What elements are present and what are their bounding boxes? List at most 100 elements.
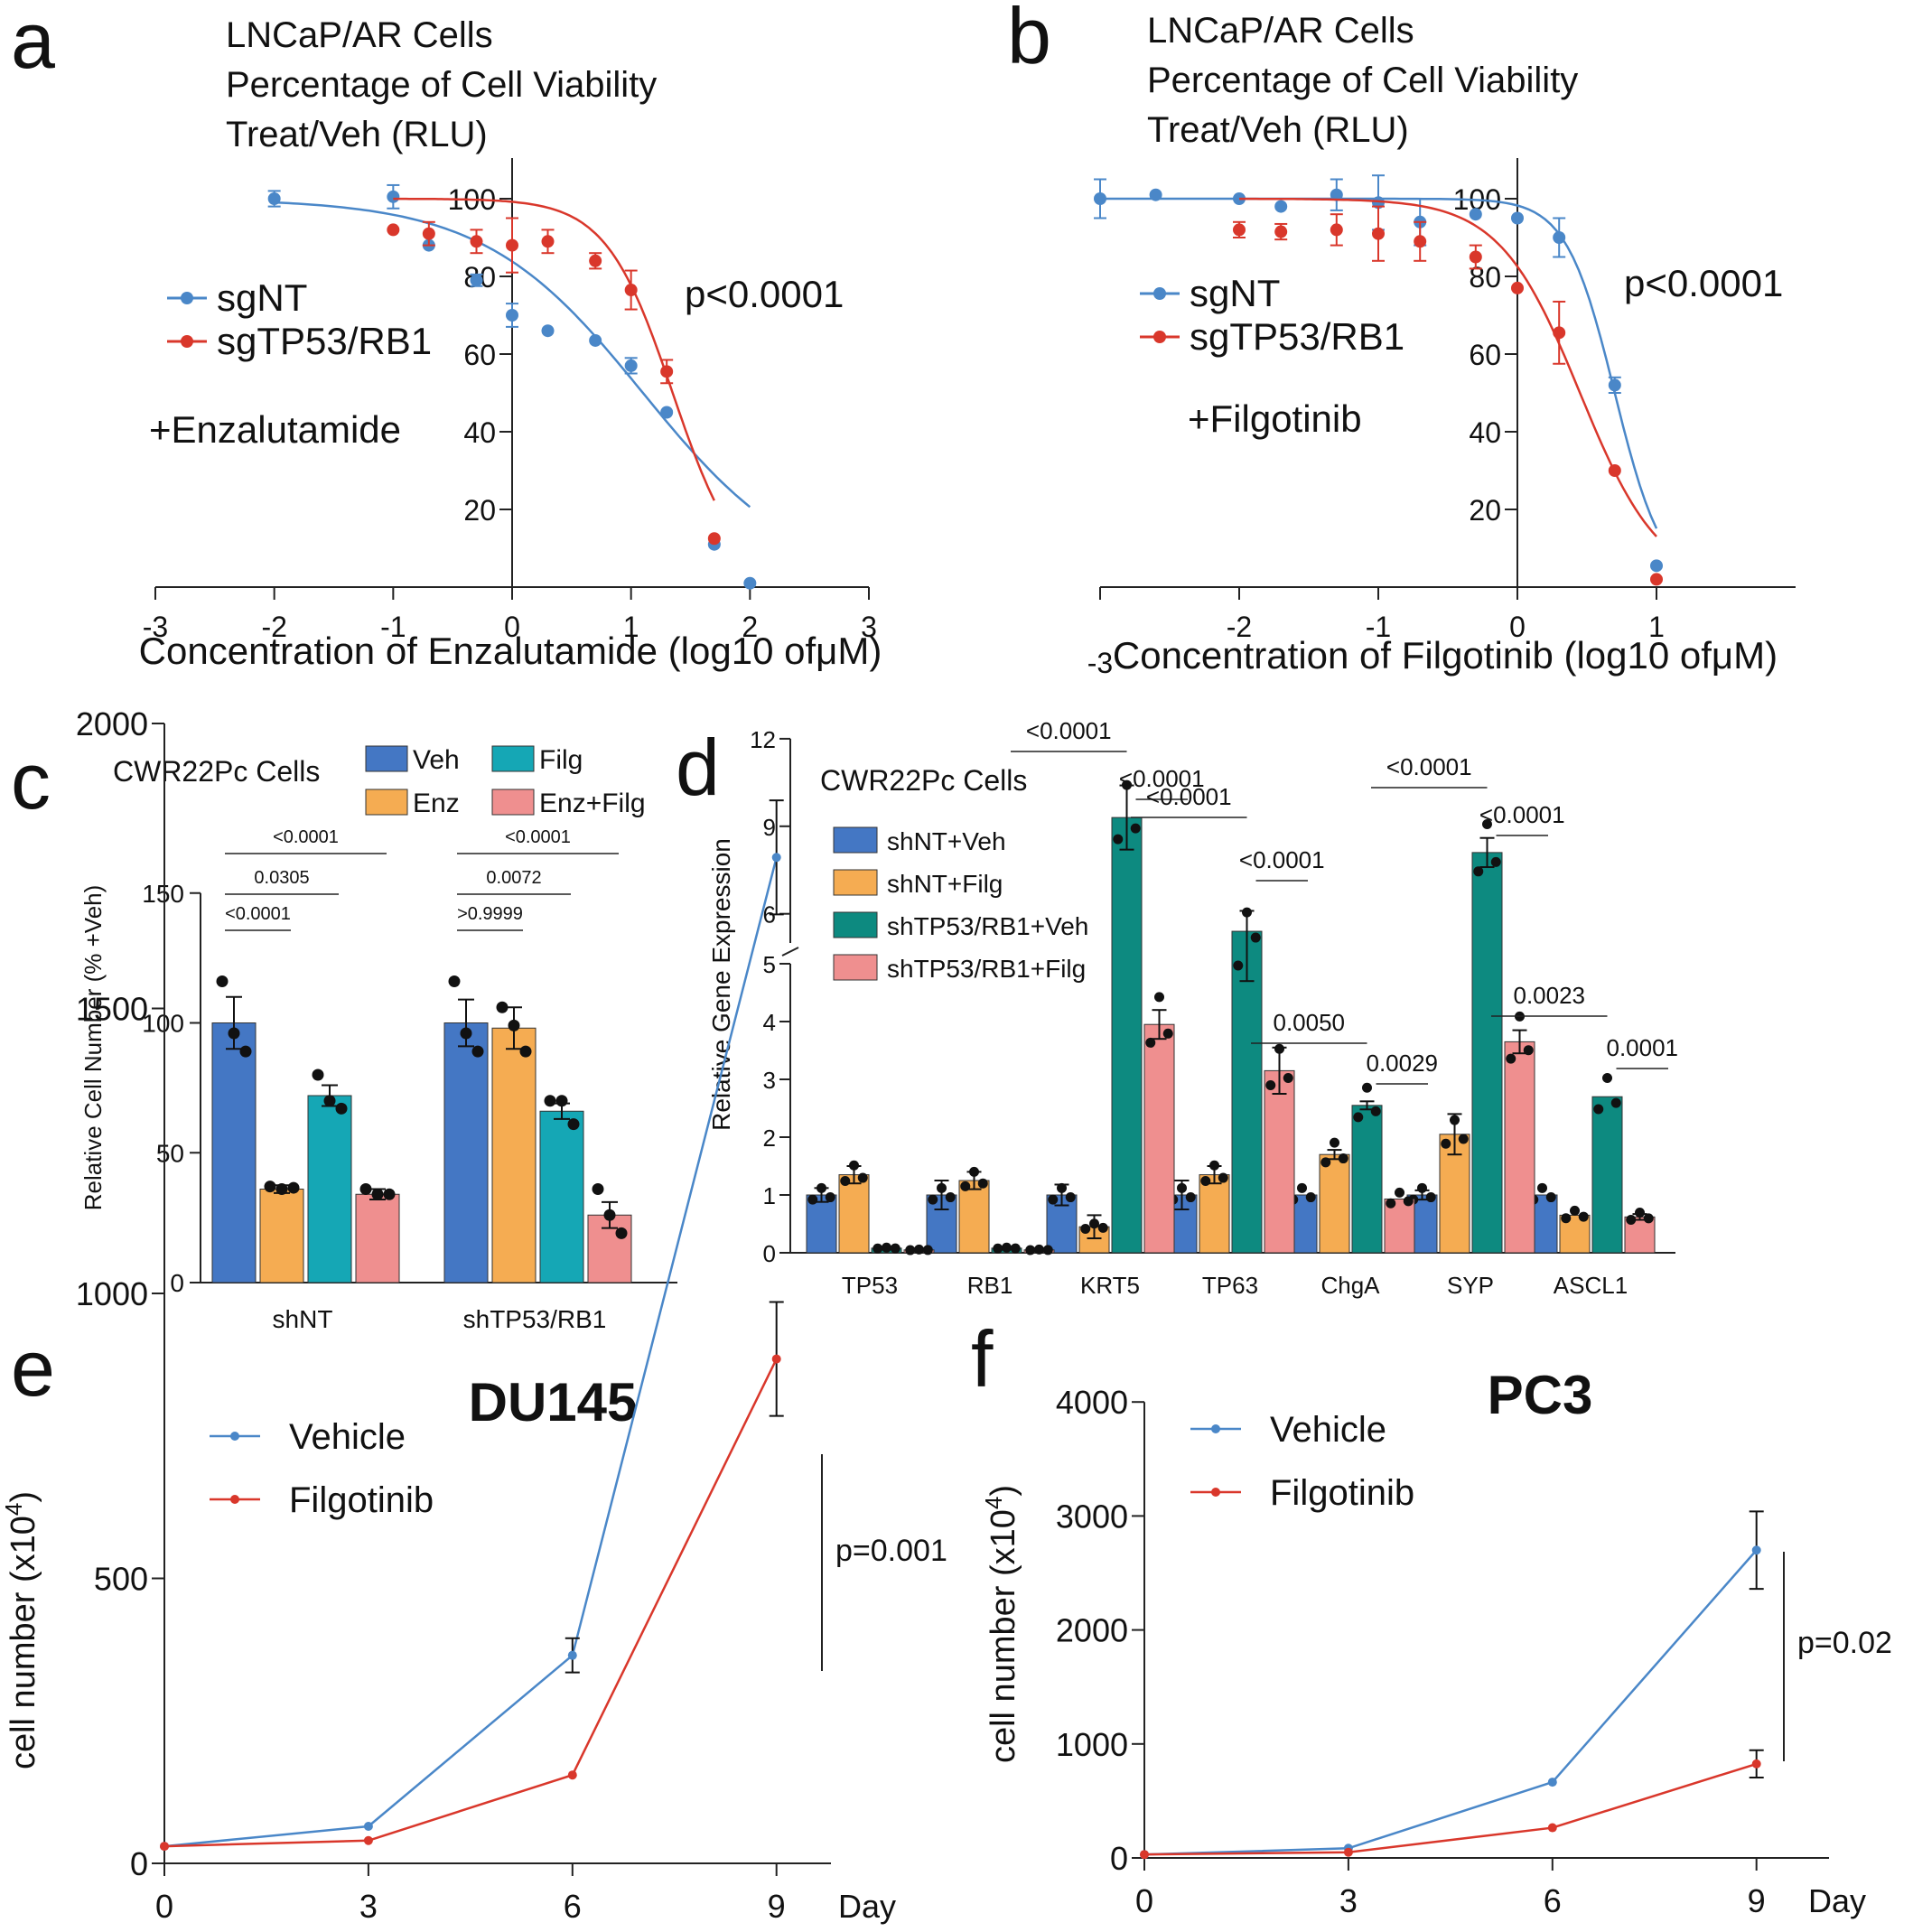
y-tick-label: 40 bbox=[463, 416, 496, 449]
data-point bbox=[1608, 464, 1621, 477]
replicate-dot bbox=[275, 1183, 288, 1195]
data-point bbox=[541, 324, 555, 338]
y-axis-label-sup: 4 bbox=[980, 1497, 1007, 1509]
data-point bbox=[387, 190, 400, 203]
comparison-pvalue: <0.0001 bbox=[1146, 783, 1232, 810]
replicate-dot bbox=[508, 1019, 520, 1031]
replicate-dot bbox=[1403, 1196, 1414, 1207]
legend-swatch bbox=[365, 745, 408, 772]
legend-label: Filgotinib bbox=[289, 1480, 434, 1520]
legend-marker bbox=[230, 1432, 239, 1441]
data-point bbox=[1343, 1847, 1353, 1857]
axis-break-mark bbox=[781, 947, 799, 957]
replicate-dot bbox=[555, 1095, 568, 1107]
series-Filg bbox=[307, 1069, 584, 1283]
legend-item: Filg bbox=[491, 745, 583, 775]
data-point bbox=[567, 1650, 577, 1660]
replicate-dot bbox=[849, 1160, 859, 1171]
replicate-dot bbox=[922, 1245, 933, 1255]
legend-label: Filgotinib bbox=[1270, 1473, 1414, 1513]
data-point bbox=[1751, 1759, 1761, 1769]
x-tick-label: 9 bbox=[768, 1888, 786, 1925]
replicate-dot bbox=[840, 1176, 851, 1187]
replicate-dot bbox=[460, 1027, 472, 1040]
y-tick-label: 3 bbox=[763, 1067, 776, 1094]
y-tick-label: 4 bbox=[763, 1009, 776, 1036]
replicate-dot bbox=[1177, 1182, 1187, 1193]
legend-marker bbox=[1211, 1424, 1220, 1433]
replicate-dot bbox=[1635, 1208, 1645, 1218]
replicate-dot bbox=[1025, 1245, 1036, 1255]
bar bbox=[211, 1022, 257, 1283]
replicate-dot bbox=[1561, 1213, 1572, 1224]
series-Enz bbox=[259, 1001, 537, 1283]
legend-item: sgTP53/RB1 bbox=[167, 320, 432, 362]
y-tick-label: 0 bbox=[170, 1269, 184, 1297]
replicate-dot bbox=[1089, 1218, 1099, 1229]
chart-title: CWR22Pc Cells bbox=[113, 755, 320, 788]
bar bbox=[1319, 1153, 1350, 1254]
data-point bbox=[1608, 378, 1621, 392]
legend-label: sgNT bbox=[217, 276, 307, 319]
comparison-pvalue: >0.9999 bbox=[457, 904, 523, 924]
replicate-dot bbox=[1080, 1224, 1091, 1235]
bar bbox=[958, 1180, 990, 1254]
replicate-dot bbox=[1602, 1072, 1612, 1083]
bar bbox=[1471, 852, 1503, 1254]
x-axis-label: Concentration of Enzalutamide (log10 ofμ… bbox=[139, 630, 882, 672]
x-tick-label: 0 bbox=[1135, 1882, 1153, 1919]
y-tick-label: 40 bbox=[1469, 416, 1501, 449]
replicate-dot bbox=[567, 1118, 580, 1131]
y-axis-label-end: ) bbox=[984, 1485, 1022, 1497]
y-tick-label: 2 bbox=[763, 1125, 776, 1152]
x-axis-label: Concentration of Filgotinib (log10 ofμM) bbox=[1113, 634, 1778, 677]
data-point bbox=[771, 1354, 781, 1364]
replicate-dot bbox=[1537, 1182, 1547, 1193]
comparison-pvalue: <0.0001 bbox=[1479, 801, 1565, 828]
panel-label-c: c bbox=[11, 736, 51, 826]
x-tick-label: 9 bbox=[1748, 1882, 1766, 1919]
replicate-dot bbox=[1320, 1157, 1331, 1168]
legend-marker bbox=[1211, 1488, 1220, 1497]
replicate-dot bbox=[1395, 1187, 1404, 1198]
replicate-dot bbox=[1330, 1137, 1339, 1148]
replicate-dot bbox=[928, 1194, 938, 1205]
replicate-dot bbox=[1274, 1043, 1284, 1054]
data-point bbox=[541, 235, 555, 248]
data-point bbox=[743, 576, 757, 590]
data-point bbox=[160, 1842, 169, 1852]
legend-label: Vehicle bbox=[1270, 1410, 1386, 1450]
y-tick-label: 150 bbox=[142, 880, 184, 908]
x-category-label: TP63 bbox=[1202, 1272, 1258, 1299]
y-axis-label-sup: 4 bbox=[0, 1503, 27, 1516]
y-tick-label: 20 bbox=[1469, 494, 1501, 527]
series-line bbox=[1143, 1549, 1758, 1856]
series-Vehicle bbox=[1140, 1510, 1764, 1860]
replicate-dot bbox=[937, 1182, 947, 1193]
legend-swatch bbox=[491, 789, 535, 816]
legend-label: shNT+Veh bbox=[887, 827, 1006, 855]
replicate-dot bbox=[1353, 1112, 1364, 1123]
x-category-label: RB1 bbox=[967, 1272, 1013, 1299]
y-tick-label: 1000 bbox=[76, 1275, 148, 1312]
comparison-pvalue: <0.0001 bbox=[1239, 846, 1325, 873]
x-tick-label: -3 bbox=[143, 611, 168, 643]
data-point bbox=[506, 309, 518, 322]
bar bbox=[838, 1174, 870, 1254]
bar bbox=[1143, 1023, 1175, 1254]
data-point bbox=[363, 1821, 373, 1831]
replicate-dot bbox=[1297, 1182, 1307, 1193]
replicate-dot bbox=[1034, 1244, 1044, 1255]
x-tick-label: 2 bbox=[742, 611, 758, 643]
replicate-dot bbox=[1242, 907, 1252, 918]
bar bbox=[539, 1110, 584, 1283]
bar bbox=[491, 1027, 537, 1283]
replicate-dot bbox=[1010, 1243, 1021, 1254]
data-point bbox=[660, 365, 674, 378]
x-category-label: KRT5 bbox=[1080, 1272, 1140, 1299]
series-Filgotinib bbox=[160, 1301, 784, 1852]
legend-label: sgTP53/RB1 bbox=[217, 320, 432, 362]
panel-c: 0 50 100 150 shNT shTP53/RB1 <0.0001 0.0305 <0.0… bbox=[79, 745, 677, 1333]
legend-swatch bbox=[491, 745, 535, 772]
